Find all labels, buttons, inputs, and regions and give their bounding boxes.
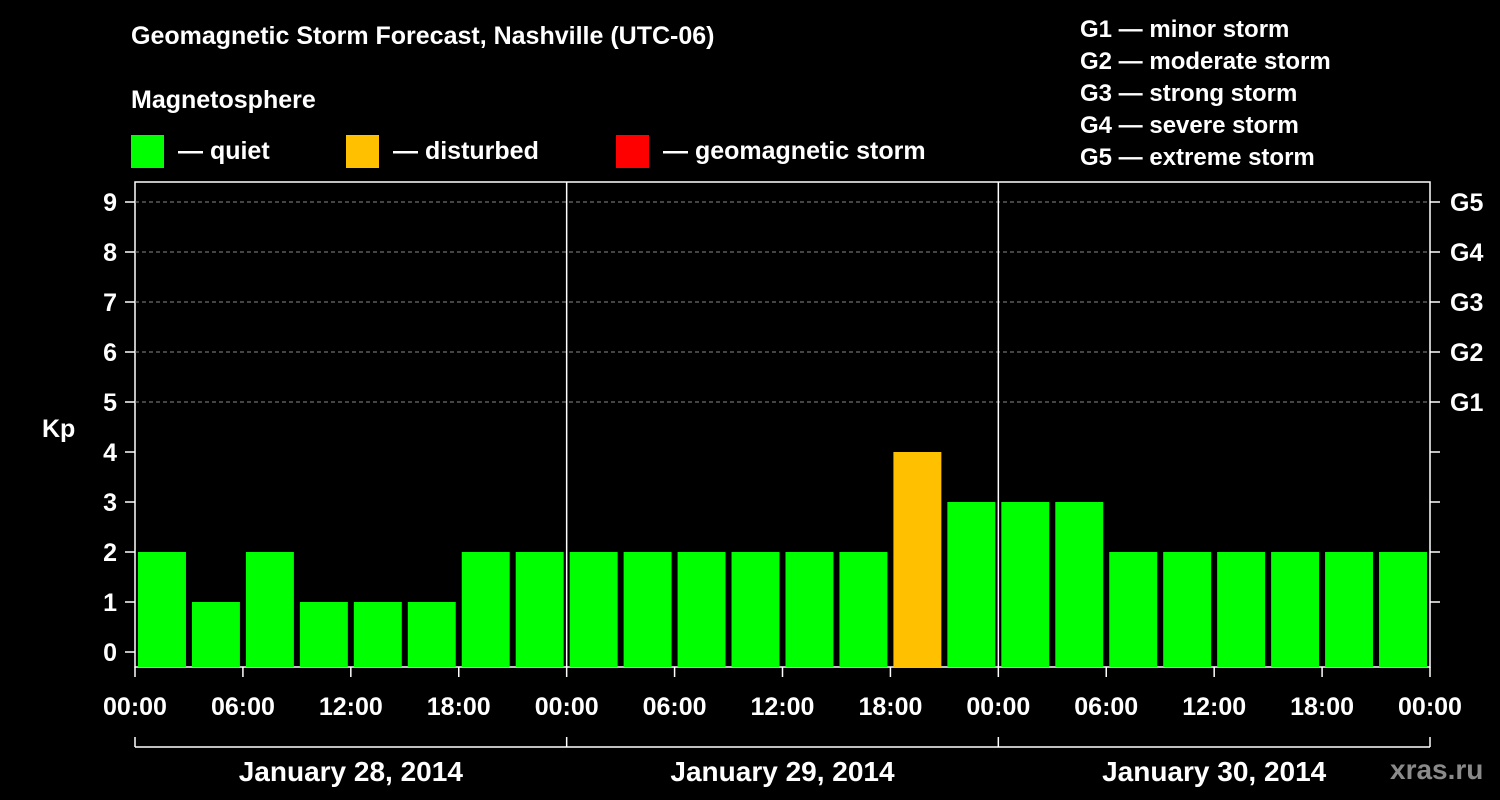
bar-13: [839, 552, 888, 667]
xtick-label-4: 00:00: [535, 693, 599, 721]
legend-storm: — geomagnetic storm: [616, 134, 926, 168]
bar-16: [1001, 502, 1050, 667]
legend-disturbed: — disturbed: [346, 134, 539, 168]
ytick-label-2: 2: [103, 539, 117, 567]
right-tick-label-g2: G2: [1450, 339, 1483, 367]
xtick-label-5: 06:00: [643, 693, 707, 721]
bar-12: [785, 552, 834, 667]
right-tick-label-g5: G5: [1450, 189, 1483, 217]
xtick-label-3: 18:00: [427, 693, 491, 721]
bar-3: [299, 602, 348, 667]
storm-scale-g5: G5 — extreme storm: [1080, 144, 1315, 171]
day-label-1: January 29, 2014: [670, 756, 895, 787]
chart-title: Geomagnetic Storm Forecast, Nashville (U…: [131, 22, 715, 50]
bar-23: [1379, 552, 1427, 667]
legend-label-quiet: — quiet: [178, 136, 270, 165]
xtick-label-11: 18:00: [1290, 693, 1354, 721]
bar-9: [623, 552, 672, 667]
bar-5: [407, 602, 456, 667]
bar-20: [1217, 552, 1266, 667]
xtick-label-0: 00:00: [103, 693, 167, 721]
right-tick-label-g1: G1: [1450, 389, 1483, 417]
legend-swatch-quiet: [131, 134, 164, 168]
bar-17: [1055, 502, 1104, 667]
legend-title: Magnetosphere: [131, 86, 316, 114]
storm-scale-g3: G3 — strong storm: [1080, 80, 1298, 107]
watermark: xras.ru: [1390, 754, 1484, 785]
xtick-label-12: 00:00: [1398, 693, 1462, 721]
ytick-label-4: 4: [103, 439, 117, 467]
storm-scale-legend: G1 — minor storm G2 — moderate storm G3 …: [1080, 14, 1331, 174]
bar-21: [1271, 552, 1320, 667]
storm-scale-g2: G2 — moderate storm: [1080, 48, 1331, 75]
right-tick-label-g3: G3: [1450, 289, 1483, 317]
bar-6: [461, 552, 510, 667]
bar-11: [731, 552, 780, 667]
ytick-label-6: 6: [103, 339, 117, 367]
xtick-label-8: 00:00: [966, 693, 1030, 721]
bar-22: [1325, 552, 1374, 667]
bar-2: [245, 552, 294, 667]
bar-10: [677, 552, 726, 667]
xtick-label-10: 12:00: [1182, 693, 1246, 721]
right-tick-label-g4: G4: [1450, 239, 1483, 267]
legend-label-storm: — geomagnetic storm: [663, 136, 926, 165]
bar-0: [138, 552, 186, 667]
ytick-label-8: 8: [103, 239, 117, 267]
legend-label-disturbed: — disturbed: [393, 136, 539, 165]
ytick-label-5: 5: [103, 389, 117, 417]
bar-15: [947, 502, 996, 667]
storm-scale-g1: G1 — minor storm: [1080, 16, 1290, 43]
legend-swatch-disturbed: [346, 134, 379, 168]
bar-8: [569, 552, 618, 667]
y-axis-label: Kp: [42, 415, 75, 443]
storm-scale-g4: G4 — severe storm: [1080, 112, 1299, 139]
ytick-label-3: 3: [103, 489, 117, 517]
bar-7: [515, 552, 564, 667]
ytick-label-9: 9: [103, 189, 117, 217]
bar-14: [893, 452, 942, 667]
bar-19: [1163, 552, 1212, 667]
xtick-label-7: 18:00: [858, 693, 922, 721]
ytick-label-1: 1: [103, 589, 117, 617]
bar-18: [1109, 552, 1158, 667]
bar-1: [191, 602, 240, 667]
xtick-label-6: 12:00: [751, 693, 815, 721]
xtick-label-9: 06:00: [1074, 693, 1138, 721]
ytick-label-0: 0: [103, 639, 117, 667]
bar-4: [353, 602, 402, 667]
legend-swatch-storm: [616, 134, 649, 168]
legend-quiet: — quiet: [131, 134, 270, 168]
day-label-2: January 30, 2014: [1102, 756, 1327, 787]
xtick-label-2: 12:00: [319, 693, 383, 721]
day-label-0: January 28, 2014: [239, 756, 464, 787]
xtick-label-1: 06:00: [211, 693, 275, 721]
ytick-label-7: 7: [103, 289, 117, 317]
